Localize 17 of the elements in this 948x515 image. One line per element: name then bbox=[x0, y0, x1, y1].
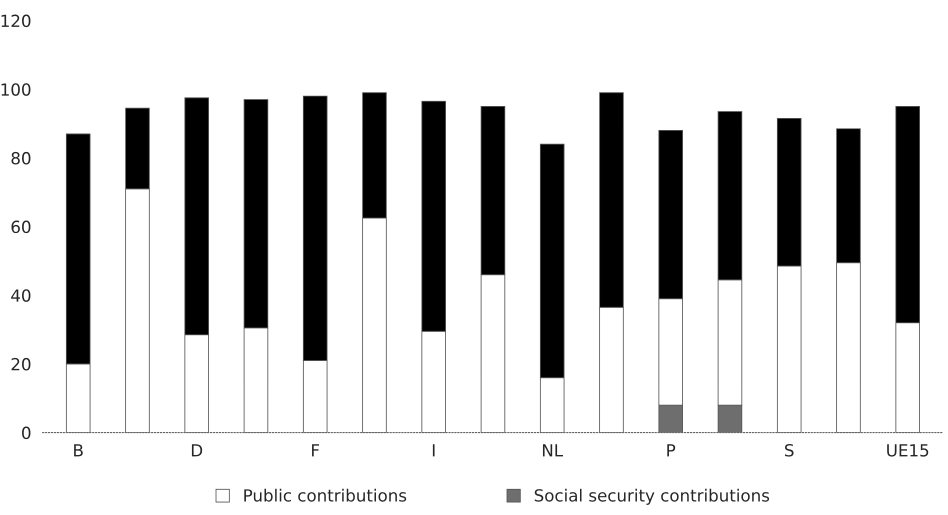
y-tick-label: 80 bbox=[11, 152, 30, 164]
x-tick-label: F bbox=[312, 444, 320, 456]
x-tick-label: NL bbox=[542, 444, 563, 456]
x-tick-label: UE15 bbox=[887, 444, 928, 457]
y-tick-label: 60 bbox=[12, 220, 30, 234]
y-tick-label: 120 bbox=[2, 14, 30, 28]
x-tick-label: D bbox=[192, 444, 202, 456]
y-tick-label: 20 bbox=[12, 358, 30, 370]
x-tick-label: B bbox=[74, 444, 83, 456]
y-tick-label: 100 bbox=[2, 83, 30, 96]
legend-label: Social security contributions bbox=[534, 488, 770, 505]
x-tick-label: I bbox=[432, 444, 435, 456]
y-tick-label: 0 bbox=[22, 426, 30, 440]
x-tick-label: S bbox=[785, 444, 794, 457]
x-tick-label: P bbox=[667, 444, 676, 456]
legend-label: Public contributions bbox=[244, 488, 406, 502]
y-tick-label: 40 bbox=[11, 289, 30, 302]
